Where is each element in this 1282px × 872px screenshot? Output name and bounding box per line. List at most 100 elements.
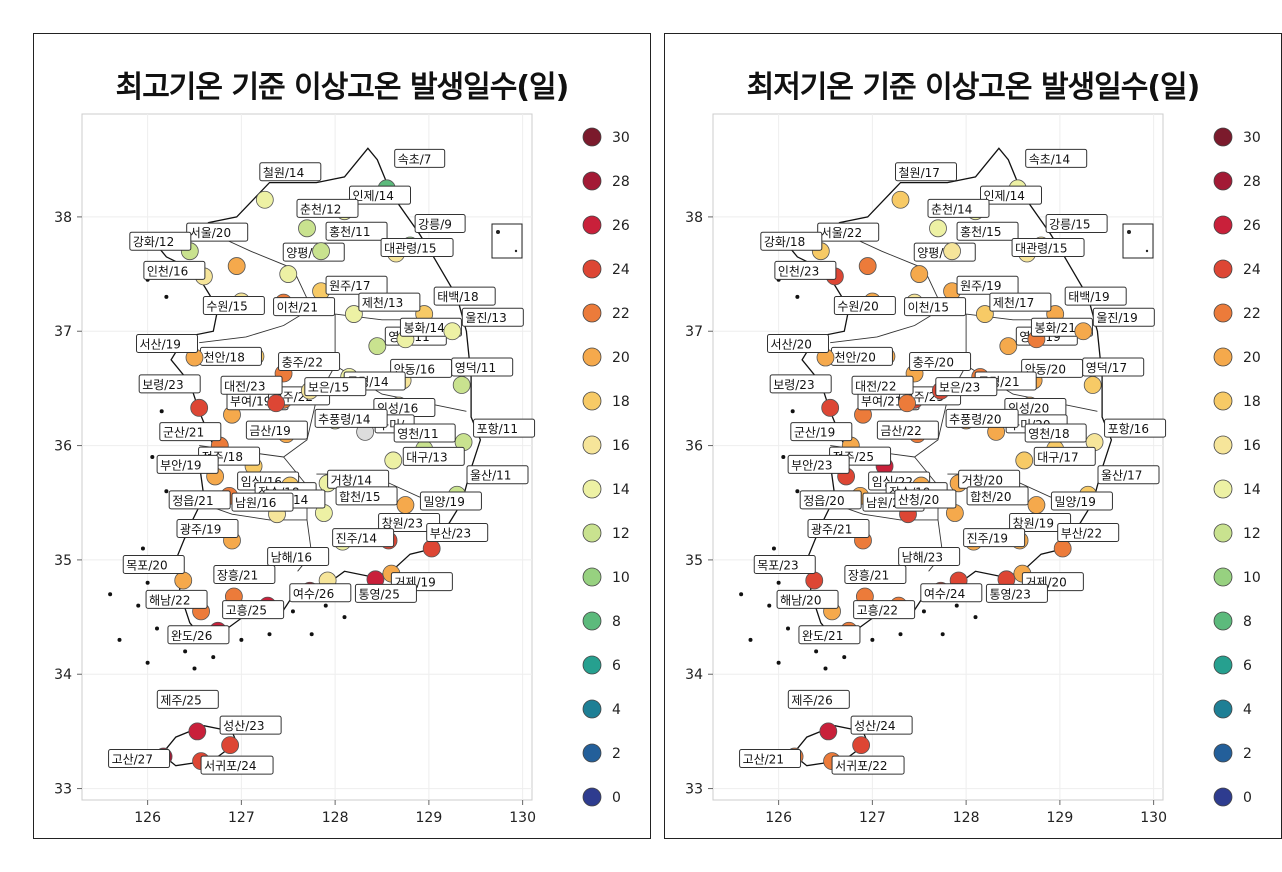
station-label-box <box>335 486 398 506</box>
station-label-box <box>1009 512 1072 532</box>
station-label: 정읍/20 <box>803 494 844 508</box>
station-label: 완도/21 <box>802 629 843 643</box>
island-mark <box>790 409 795 414</box>
station-label-box <box>774 260 837 280</box>
station-label-box <box>278 352 341 372</box>
station-label: 고흥/25 <box>226 604 267 618</box>
station-label: 서울/20 <box>190 226 231 240</box>
x-tick-label: 128 <box>322 810 349 826</box>
island-mark <box>145 660 150 665</box>
island-mark <box>342 615 347 620</box>
legend-swatch <box>582 171 602 191</box>
station-label: 수원/20 <box>837 300 878 314</box>
station-label: 울진/13 <box>465 311 506 325</box>
station-label: 목포/20 <box>126 558 167 572</box>
station-label: 태백/19 <box>1068 290 1109 304</box>
island-mark <box>108 592 113 597</box>
station-marker <box>821 398 840 417</box>
island-mark <box>159 409 164 414</box>
station-label: 완도/26 <box>171 629 212 643</box>
station-label: 해남/22 <box>149 593 190 607</box>
station-label: 강릉/9 <box>418 217 452 231</box>
legend-label: 12 <box>612 526 630 542</box>
island-mark <box>921 609 926 614</box>
station-label-box <box>831 755 905 775</box>
station-label: 부안/23 <box>791 458 832 472</box>
station-label-box <box>245 420 308 440</box>
station-label-box <box>419 491 482 511</box>
station-label-box <box>222 600 285 620</box>
x-tick-label: 129 <box>1047 810 1074 826</box>
station-marker <box>910 265 929 283</box>
station-label-box <box>760 231 823 251</box>
station-label: 천안/20 <box>834 349 875 364</box>
legend-label: 20 <box>1243 350 1261 366</box>
station-label: 부산/23 <box>430 526 471 540</box>
legend-label: 30 <box>1243 130 1261 146</box>
station-label-box <box>1033 446 1096 466</box>
station-marker <box>1015 451 1034 470</box>
station-label-box <box>143 260 206 280</box>
station-label: 고산/21 <box>743 753 784 767</box>
station-label-box <box>935 377 998 397</box>
station-label-box <box>833 296 896 316</box>
station-label-box <box>1011 237 1085 257</box>
station-marker <box>344 305 363 323</box>
legend-swatch <box>582 567 602 587</box>
station-label: 원주/19 <box>960 279 1001 293</box>
station-label-box <box>945 408 1019 428</box>
station-label: 부산/22 <box>1061 526 1102 540</box>
station-label: 통영/25 <box>358 587 399 601</box>
station-label: 춘천/12 <box>300 201 341 216</box>
station-label-box <box>108 749 171 769</box>
x-tick-label: 128 <box>953 810 980 826</box>
station-label-box <box>202 296 265 316</box>
x-tick-label: 129 <box>416 810 443 826</box>
legend-swatch <box>582 479 602 499</box>
station-label-box <box>325 221 388 241</box>
station-marker <box>227 257 246 275</box>
x-tick-label: 127 <box>859 810 886 826</box>
station-label: 이천/21 <box>277 300 318 315</box>
station-label: 고흥/22 <box>857 604 898 618</box>
station-label: 속초/14 <box>1029 152 1070 166</box>
legend-swatch <box>582 303 602 323</box>
station-label-box <box>1025 148 1088 168</box>
station-label: 천안/18 <box>203 349 244 364</box>
island-mark <box>164 489 169 494</box>
station-label: 합천/20 <box>970 489 1011 504</box>
station-marker <box>422 539 441 558</box>
legend-swatch <box>582 435 602 455</box>
legend-label: 30 <box>612 130 630 146</box>
station-label: 보은/23 <box>939 381 980 395</box>
island-mark <box>771 546 776 551</box>
x-tick-label: 130 <box>1140 810 1167 826</box>
island-mark <box>290 609 295 614</box>
station-label: 포항/16 <box>1108 422 1149 436</box>
legend-label: 22 <box>612 306 630 322</box>
station-marker <box>188 722 207 741</box>
legend-label: 16 <box>612 438 630 454</box>
station-label-box <box>1092 307 1155 327</box>
station-label-box <box>349 185 411 205</box>
station-label: 강화/18 <box>764 235 805 249</box>
station-label: 산청/20 <box>898 493 939 507</box>
station-label-box <box>176 518 239 538</box>
station-marker <box>943 242 961 261</box>
island-mark <box>323 603 328 608</box>
station-marker <box>891 190 910 209</box>
legend-swatch <box>582 391 602 411</box>
station-label: 광주/19 <box>180 522 221 536</box>
legend-swatch <box>582 655 602 675</box>
island-mark <box>140 546 145 551</box>
island-mark <box>136 603 141 608</box>
legend-swatch <box>582 743 602 763</box>
station-label-box <box>1082 357 1145 377</box>
island-mark <box>309 632 314 637</box>
station-label: 대전/22 <box>855 379 896 393</box>
station-label-box <box>461 307 524 327</box>
legend-swatch <box>582 127 602 147</box>
station-label: 금산/22 <box>880 424 921 438</box>
legend-swatch <box>1213 787 1233 807</box>
station-label: 창원/23 <box>382 516 423 530</box>
